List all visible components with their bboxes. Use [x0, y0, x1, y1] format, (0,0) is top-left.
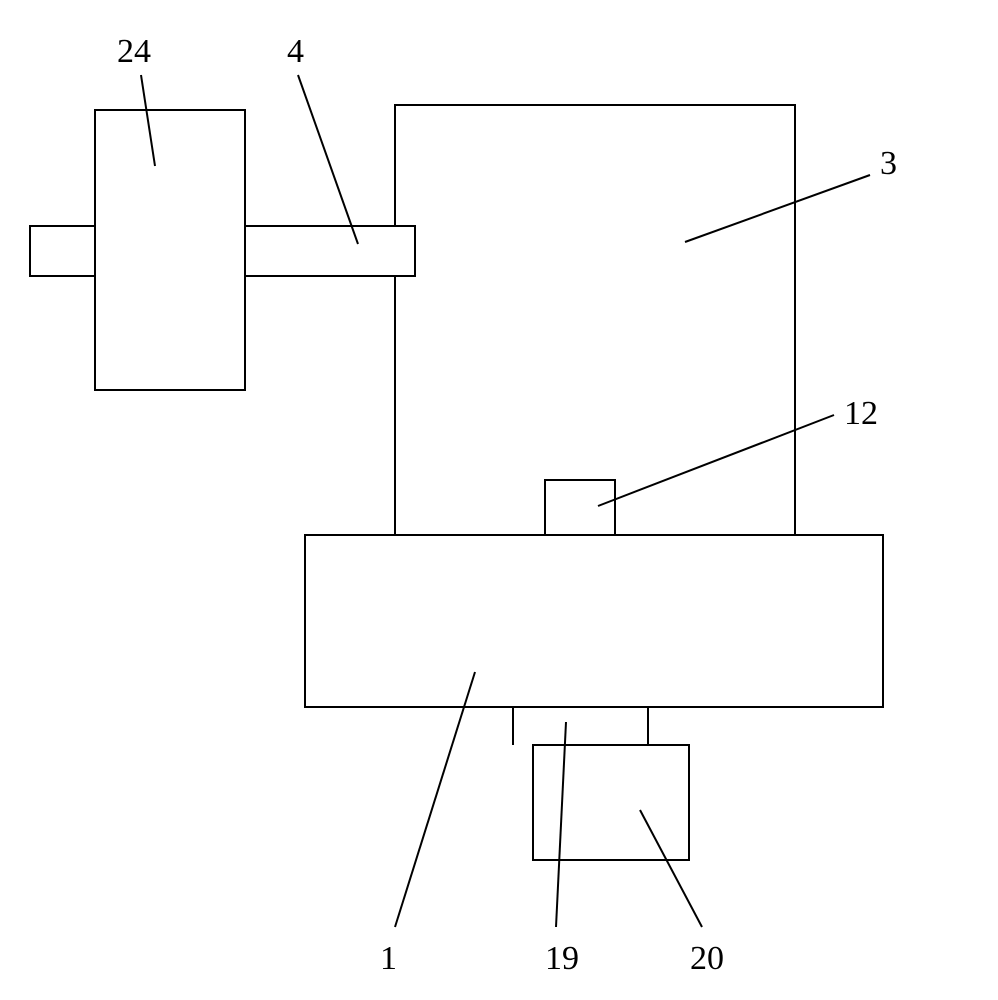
box-20: [533, 745, 689, 860]
small-box-12: [545, 480, 615, 535]
label-24: 24: [117, 33, 151, 71]
box-24: [95, 110, 245, 390]
label-12: 12: [844, 395, 878, 433]
shaft-4: [245, 226, 415, 276]
bracket-19: [513, 707, 648, 745]
label-3: 3: [880, 145, 897, 183]
label-4: 4: [287, 33, 304, 71]
wide-box-1: [305, 535, 883, 707]
diagram-canvas: [0, 0, 998, 1000]
shaft-left-stub: [30, 226, 95, 276]
leader-1: [395, 672, 475, 927]
label-20: 20: [690, 940, 724, 978]
label-19: 19: [545, 940, 579, 978]
label-1: 1: [380, 940, 397, 978]
leader-4: [298, 75, 358, 244]
